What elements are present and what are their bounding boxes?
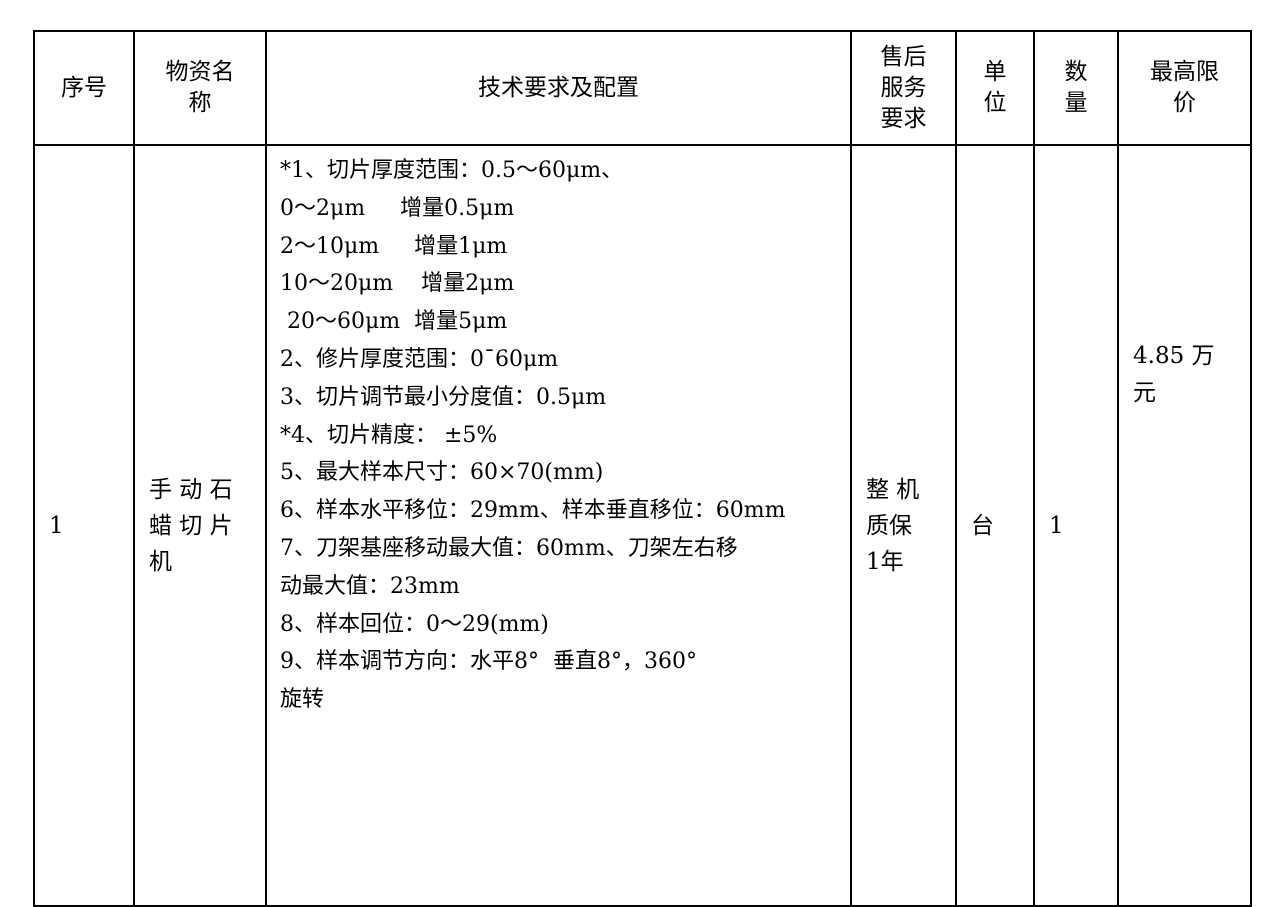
tech-line: 动最大值：23mm — [280, 573, 460, 599]
tech-line: 7、刀架基座移动最大值：60mm、刀架左右移 — [280, 535, 738, 561]
tech-line: 9、样本调节方向：水平8° 垂直8°，360° — [280, 649, 697, 675]
tech-line: 20～60μm 增量5μm — [280, 309, 508, 335]
header-service: 售后 服务 要求 — [850, 30, 957, 146]
header-line: 服务 — [880, 74, 927, 101]
cell-name: 手 动 石 蜡 切 片 机 — [133, 144, 267, 907]
table-row: 1 手 动 石 蜡 切 片 机 *1、切片厚度范围：0.5～60μm、 0～2μm… — [33, 144, 1252, 907]
header-qty: 数量 — [1033, 30, 1119, 146]
cell-qty: 1 — [1033, 144, 1119, 907]
header-name-text: 物资名称 — [165, 59, 235, 116]
header-tech: 技术要求及配置 — [265, 30, 852, 146]
name-line: 机 — [149, 548, 172, 575]
header-row: 序号 物资名称 技术要求及配置 售后服务要求 单位 数量 最高限价 — [33, 30, 1252, 146]
tech-line: 0～2μm 增量0.5μm — [280, 195, 515, 221]
cell-index: 1 — [33, 144, 135, 907]
cell-tech: *1、切片厚度范围：0.5～60μm、 0～2μm 增量0.5μm 2～10μm 增… — [265, 144, 852, 907]
tech-line: *1、切片厚度范围：0.5～60μm、 — [280, 158, 624, 183]
header-unit: 单位 — [955, 30, 1035, 146]
name-line: 蜡 切 片 — [149, 512, 233, 539]
tech-line: 5、最大样本尺寸：60×70(mm) — [280, 460, 604, 486]
header-line: 量 — [1064, 90, 1088, 116]
service-line: 1年 — [866, 548, 904, 575]
procurement-table: 序号 物资名称 技术要求及配置 售后服务要求 单位 数量 最高限价 1 手 动 … — [33, 30, 1252, 907]
service-line: 质保 — [866, 512, 912, 539]
header-line: 售后 — [880, 43, 927, 70]
header-line: 数 — [1064, 59, 1088, 85]
tech-line: 8、样本回位：0～29(mm) — [280, 611, 549, 637]
tech-line: 10～20μm 增量2μm — [280, 271, 515, 297]
tech-line: 6、样本水平移位：29mm、样本垂直移位：60mm — [280, 498, 786, 524]
header-line: 要求 — [880, 105, 927, 132]
header-line: 位 — [983, 90, 1007, 116]
header-index: 序号 — [33, 30, 135, 146]
header-line: 单 — [983, 59, 1007, 85]
header-price-text: 最高限价 — [1150, 59, 1219, 116]
tech-line: 2～10μm 增量1μm — [280, 233, 508, 259]
service-line: 整 机 — [866, 476, 920, 503]
tech-line: *4、切片精度： ±5% — [280, 422, 498, 448]
cell-price: 4.85 万 元 — [1117, 144, 1252, 907]
name-line: 手 动 石 — [149, 476, 233, 503]
price-line: 元 — [1133, 380, 1156, 406]
cell-unit: 台 — [955, 144, 1035, 907]
tech-line: 旋转 — [280, 687, 325, 713]
price-line: 4.85 万 — [1133, 343, 1215, 369]
tech-line: 2、修片厚度范围：0¯60μm — [280, 346, 559, 372]
cell-service: 整 机 质保 1年 — [850, 144, 957, 907]
header-name: 物资名称 — [133, 30, 267, 146]
tech-line: 3、切片调节最小分度值：0.5μm — [280, 384, 607, 410]
header-price: 最高限价 — [1117, 30, 1252, 146]
